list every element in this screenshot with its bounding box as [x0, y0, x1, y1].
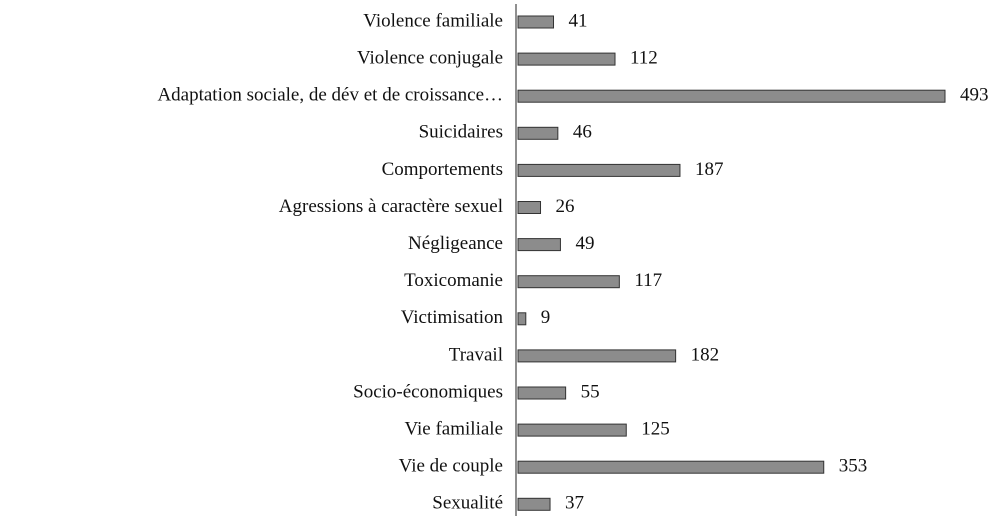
- bar: [517, 163, 681, 177]
- value-label: 55: [581, 381, 600, 402]
- bar: [517, 201, 542, 214]
- category-label: Vie familiale: [404, 418, 503, 439]
- value-label: 187: [695, 159, 724, 180]
- value-label: 9: [541, 307, 551, 328]
- bar: [517, 238, 561, 252]
- bar: [517, 312, 527, 326]
- value-label: 26: [556, 196, 575, 217]
- category-label: Négligeance: [408, 233, 503, 254]
- category-label: Violence familiale: [363, 10, 503, 31]
- bar: [517, 423, 627, 437]
- category-label: Travail: [449, 344, 503, 365]
- value-label: 493: [960, 85, 989, 106]
- value-label: 117: [634, 270, 662, 291]
- bar: [517, 15, 555, 29]
- category-label: Victimisation: [401, 307, 504, 328]
- category-label: Socio-économiques: [353, 381, 503, 402]
- category-label: Adaptation sociale, de dév et de croissa…: [157, 85, 503, 106]
- value-label: 112: [630, 47, 658, 68]
- bar: [517, 349, 677, 363]
- value-label: 49: [575, 233, 594, 254]
- category-label: Agressions à caractère sexuel: [279, 196, 503, 217]
- bar: [517, 497, 551, 511]
- value-label: 353: [839, 456, 868, 477]
- bar: [517, 275, 620, 289]
- bar: [517, 386, 567, 400]
- category-label: Sexualité: [432, 493, 503, 514]
- value-label: 41: [569, 10, 588, 31]
- bar: [517, 89, 946, 103]
- value-label: 46: [573, 122, 592, 143]
- value-label: 182: [691, 344, 720, 365]
- category-label: Comportements: [382, 159, 503, 180]
- category-label: Violence conjugale: [357, 47, 503, 68]
- bar: [517, 460, 825, 474]
- category-label: Suicidaires: [419, 122, 503, 143]
- category-label: Toxicomanie: [404, 270, 503, 291]
- bar: [517, 52, 616, 66]
- bar: [517, 126, 559, 140]
- category-label: Vie de couple: [399, 456, 503, 477]
- value-label: 125: [641, 418, 670, 439]
- value-label: 37: [565, 493, 584, 514]
